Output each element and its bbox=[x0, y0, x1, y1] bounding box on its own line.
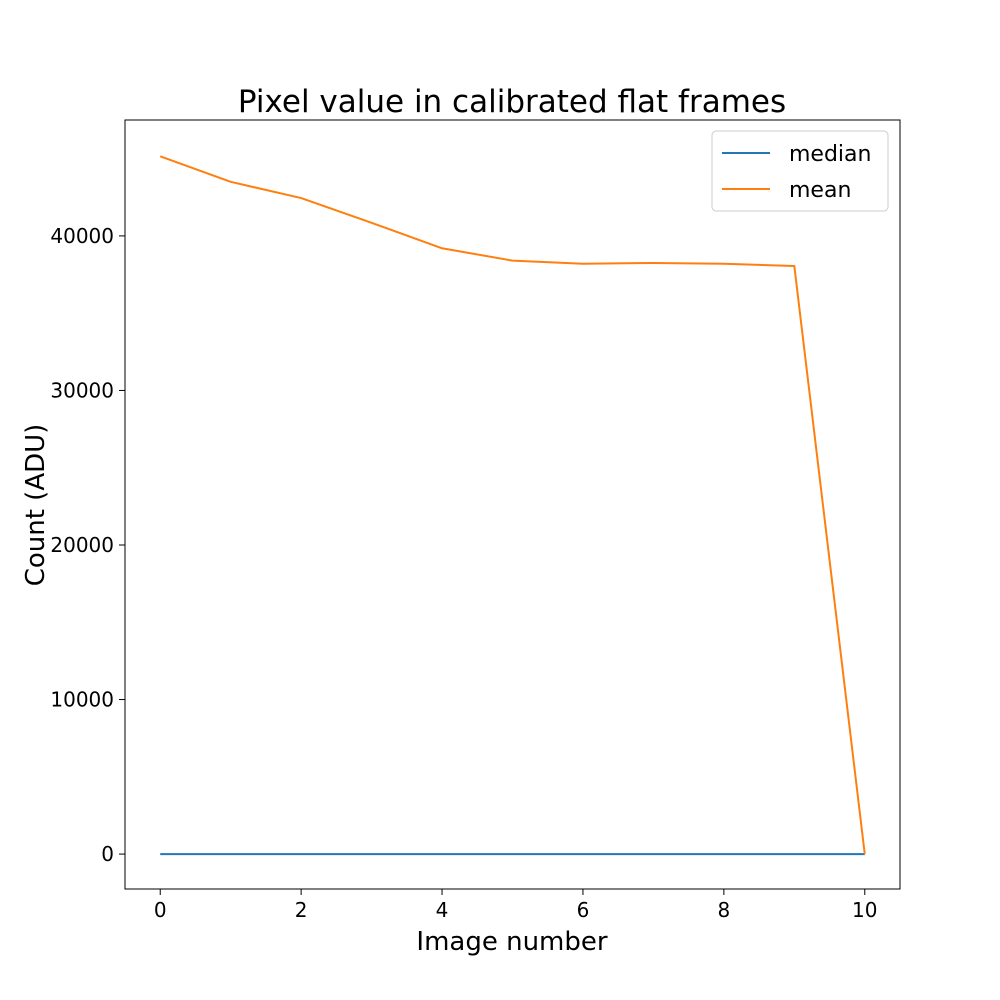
x-tick-label: 10 bbox=[852, 898, 877, 922]
y-axis-label: Count (ADU) bbox=[21, 424, 51, 587]
plot-frame bbox=[124, 119, 901, 890]
y-axis-ticks: 0 10000 20000 30000 40000 bbox=[50, 224, 125, 866]
y-tick-label: 30000 bbox=[50, 378, 114, 402]
y-tick-label: 10000 bbox=[50, 688, 114, 712]
x-tick-label: 8 bbox=[717, 898, 730, 922]
x-axis-label: Image number bbox=[416, 927, 607, 957]
x-axis-ticks: 0 2 4 6 8 10 bbox=[154, 889, 877, 922]
x-tick-label: 4 bbox=[436, 898, 449, 922]
x-tick-label: 2 bbox=[295, 898, 308, 922]
legend-label-median: median bbox=[789, 142, 871, 167]
series-layer bbox=[159, 155, 866, 856]
legend-label-mean: mean bbox=[789, 178, 851, 203]
y-tick-label: 20000 bbox=[50, 533, 114, 557]
x-tick-label: 0 bbox=[154, 898, 167, 922]
x-tick-label: 6 bbox=[577, 898, 590, 922]
series-line-mean bbox=[159, 155, 866, 855]
chart-title: Pixel value in calibrated flat frames bbox=[238, 84, 786, 120]
legend: median mean bbox=[711, 130, 889, 212]
y-tick-label: 0 bbox=[101, 842, 114, 866]
y-tick-label: 40000 bbox=[50, 224, 114, 248]
legend-box bbox=[711, 130, 889, 212]
